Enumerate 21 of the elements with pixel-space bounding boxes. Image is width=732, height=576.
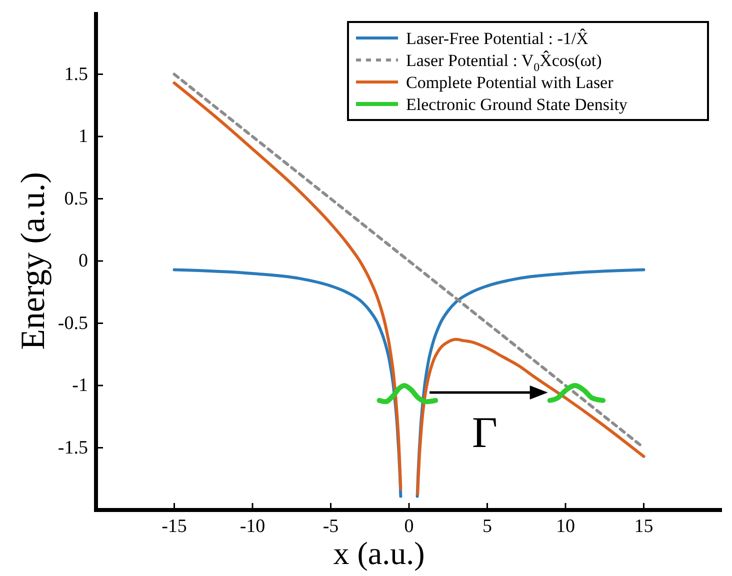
x-axis-title: x (a.u.) (333, 535, 425, 571)
legend-label: Laser-Free Potential : -1/X̂ (406, 28, 588, 48)
y-tick-label: -0.5 (58, 312, 88, 334)
x-tick-label: 10 (556, 516, 575, 537)
x-tick-label: -10 (240, 516, 266, 537)
x-tick-label: -5 (322, 516, 339, 537)
x-tick-label: 15 (634, 516, 654, 537)
y-tick-label: 0.5 (64, 188, 88, 210)
y-tick-label: 1 (78, 126, 88, 147)
y-tick-label: -1.5 (58, 437, 88, 458)
y-tick-label: -1 (72, 375, 88, 396)
annotation: Γ (472, 408, 498, 457)
legend-label: Laser Potential : V$_{0}$X̂cos(ωt) (406, 50, 602, 74)
legend-label: Complete Potential with Laser (406, 72, 614, 92)
y-tick-label: 1.5 (64, 64, 88, 85)
legend-label: Electronic Ground State Density (406, 94, 628, 114)
y-tick-label: 0 (78, 250, 88, 272)
y-axis-title: Energy (a.u.) (15, 172, 52, 350)
x-tick-label: -15 (162, 516, 187, 537)
x-tick-label: 0 (404, 516, 414, 537)
x-tick-label: 5 (482, 516, 492, 537)
